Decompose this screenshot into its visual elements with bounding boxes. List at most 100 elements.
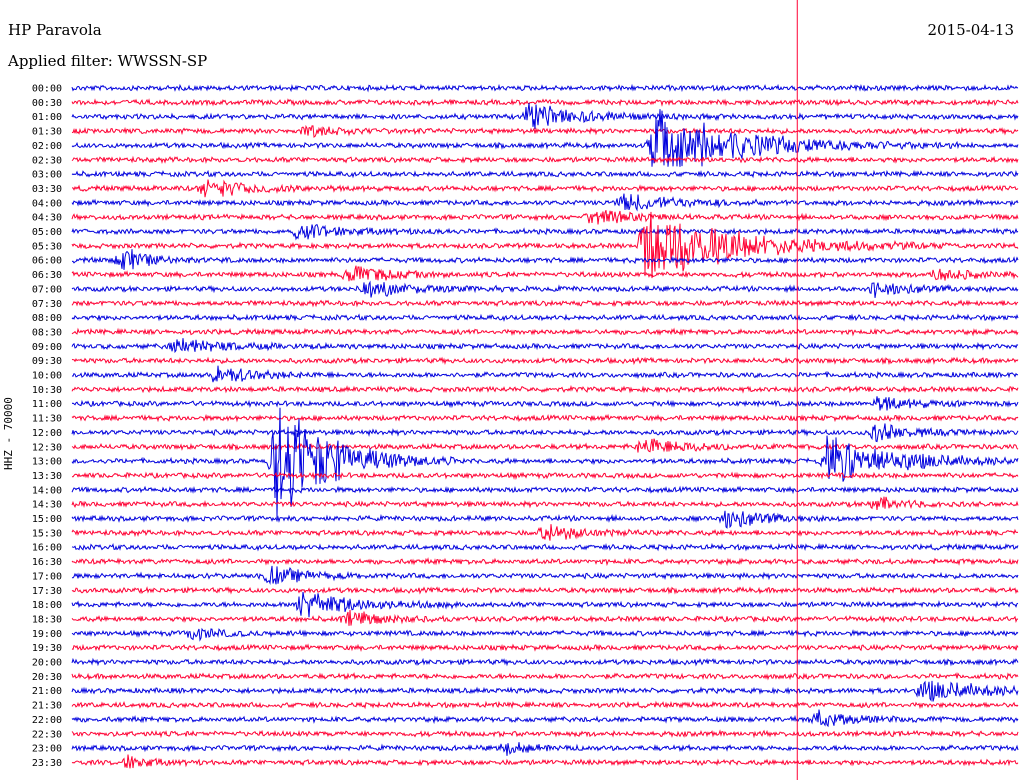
row-time-label: 18:30 <box>32 614 62 625</box>
row-time-label: 01:00 <box>32 112 62 123</box>
row-time-label: 09:00 <box>32 342 62 353</box>
trace-row-1930 <box>71 643 1019 652</box>
row-time-label: 11:30 <box>32 414 62 425</box>
row-time-label: 06:30 <box>32 270 62 281</box>
trace-row-2000 <box>71 657 1019 667</box>
row-time-label: 03:30 <box>32 184 62 195</box>
trace-row-0330 <box>72 179 1019 198</box>
row-time-label: 15:30 <box>32 528 62 539</box>
row-time-label: 04:30 <box>32 213 62 224</box>
row-time-label: 16:00 <box>32 543 62 554</box>
trace-row-0000 <box>71 83 1019 93</box>
row-time-label: 21:00 <box>32 686 62 697</box>
trace-row-0830 <box>71 327 1019 337</box>
recording-date: 2015-04-13 <box>927 21 1014 39</box>
row-time-label: 07:00 <box>32 284 62 295</box>
trace-row-0200 <box>71 109 1019 167</box>
row-time-label: 17:30 <box>32 586 62 597</box>
trace-row-0700 <box>71 280 1019 298</box>
row-time-label: 15:00 <box>32 514 62 525</box>
trace-row-1200 <box>71 423 1019 443</box>
row-time-label: 12:30 <box>32 442 62 453</box>
row-time-label: 00:00 <box>32 84 62 95</box>
trace-row-2230 <box>71 729 1019 739</box>
trace-row-1300 <box>71 407 1019 518</box>
row-time-label: 03:00 <box>32 170 62 181</box>
trace-row-0100 <box>71 102 1019 129</box>
row-time-label: 17:00 <box>32 571 62 582</box>
row-time-label: 14:30 <box>32 500 62 511</box>
row-time-label: 11:00 <box>32 399 62 410</box>
trace-row-0900 <box>71 338 1019 354</box>
row-time-label: 00:30 <box>32 98 62 109</box>
trace-row-1900 <box>71 627 1019 642</box>
row-time-label: 02:00 <box>32 141 62 152</box>
filter-label: Applied filter: WWSSN-SP <box>8 52 208 70</box>
trace-row-1830 <box>71 609 1019 626</box>
trace-row-1600 <box>71 542 1019 552</box>
trace-row-0130 <box>71 124 1019 138</box>
trace-row-0730 <box>71 299 1019 308</box>
trace-row-1230 <box>71 438 1019 453</box>
row-time-label: 01:30 <box>32 127 62 138</box>
trace-row-1700 <box>71 565 1019 585</box>
row-time-label: 16:30 <box>32 557 62 568</box>
row-time-label: 19:00 <box>32 629 62 640</box>
trace-row-2130 <box>71 700 1019 710</box>
row-time-label: 07:30 <box>32 299 62 310</box>
trace-row-2100 <box>71 680 1019 702</box>
trace-row-1000 <box>71 365 1019 383</box>
trace-row-1400 <box>71 485 1019 495</box>
row-time-label: 09:30 <box>32 356 62 367</box>
row-time-label: 08:00 <box>32 313 62 324</box>
row-time-label: 14:00 <box>32 485 62 496</box>
row-time-label: 23:00 <box>32 744 62 755</box>
trace-row-0500 <box>71 223 1019 241</box>
trace-row-1130 <box>71 413 1019 423</box>
trace-row-0630 <box>71 265 1019 282</box>
row-time-label: 21:30 <box>32 701 62 712</box>
trace-row-0600 <box>71 249 1019 270</box>
trace-row-0530 <box>71 211 1019 279</box>
trace-row-1100 <box>71 396 1019 411</box>
trace-row-2200 <box>71 709 1019 728</box>
trace-row-0800 <box>71 313 1019 322</box>
trace-row-2030 <box>71 671 1019 681</box>
row-time-label: 13:00 <box>32 457 62 468</box>
trace-row-0030 <box>71 98 1019 107</box>
trace-row-0930 <box>71 356 1019 366</box>
row-time-label: 23:30 <box>32 758 62 769</box>
row-time-label: 13:30 <box>32 471 62 482</box>
trace-row-0300 <box>71 169 1019 179</box>
trace-row-0430 <box>71 210 1019 225</box>
row-time-label: 22:30 <box>32 729 62 740</box>
row-time-label: 10:30 <box>32 385 62 396</box>
trace-row-1430 <box>71 496 1019 510</box>
trace-row-0230 <box>71 155 1019 165</box>
trace-row-1630 <box>71 557 1019 567</box>
row-time-label: 22:00 <box>32 715 62 726</box>
trace-row-1800 <box>71 591 1019 618</box>
trace-row-1030 <box>71 384 1019 394</box>
row-time-label: 18:00 <box>32 600 62 611</box>
row-time-label: 08:30 <box>32 327 62 338</box>
row-time-label: 06:00 <box>32 256 62 267</box>
row-time-label: 10:00 <box>32 371 62 382</box>
trace-row-1730 <box>71 586 1019 595</box>
trace-row-2300 <box>71 742 1019 756</box>
row-time-label: 04:00 <box>32 198 62 209</box>
row-time-label: 20:00 <box>32 658 62 669</box>
trace-row-2330 <box>71 754 1019 769</box>
trace-row-0400 <box>71 193 1019 212</box>
station-name: HP Paravola <box>8 21 102 39</box>
row-time-label: 20:30 <box>32 672 62 683</box>
row-time-label: 05:30 <box>32 241 62 252</box>
trace-row-1330 <box>71 471 1019 480</box>
row-time-label: 19:30 <box>32 643 62 654</box>
row-time-label: 05:00 <box>32 227 62 238</box>
row-time-label: 12:00 <box>32 428 62 439</box>
trace-row-1500 <box>71 510 1019 529</box>
row-time-label: 02:30 <box>32 155 62 166</box>
trace-row-1530 <box>71 524 1019 541</box>
